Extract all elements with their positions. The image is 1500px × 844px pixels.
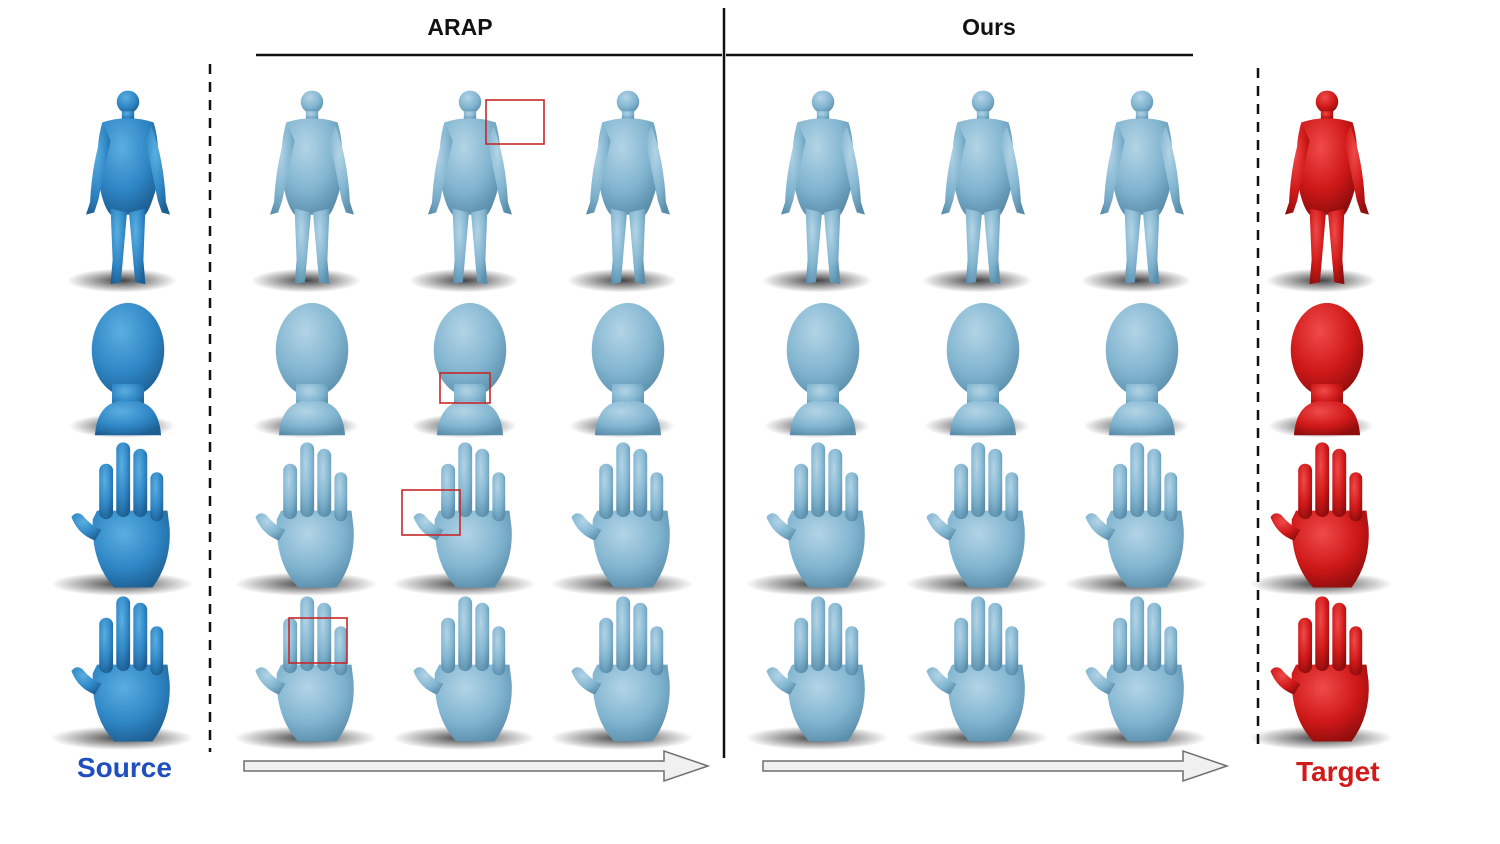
head-mesh-ours-1-icon [786,302,860,436]
hand-mesh-arap-3-icon [571,442,670,588]
hand-mesh-ours-3-icon [1085,596,1184,742]
head-mesh-ours-2-icon [946,302,1020,436]
head-mesh-arap-3-icon [591,302,665,436]
arap-header: ARAP [427,14,493,40]
head-mesh-target-icon [1290,302,1364,436]
hand-mesh-ours-2-icon [926,442,1025,588]
body-mesh-ours-2-icon [940,90,1026,285]
mesh-layer [50,90,1393,750]
mesh-shadow [567,268,677,293]
mesh-shadow [1266,268,1376,293]
hand-mesh-source-icon [71,442,170,588]
arap-progress-arrow [243,749,711,783]
mesh-shadow [1081,268,1191,293]
body-mesh-source-icon [85,90,171,285]
ours-header: Ours [962,14,1016,40]
hand-mesh-ours-2-icon [926,596,1025,742]
hand-mesh-ours-1-icon [766,596,865,742]
mesh-shadow [251,268,361,293]
mesh-shadow [922,268,1032,293]
hand-mesh-arap-2-icon [413,596,512,742]
hand-mesh-source-icon [71,596,170,742]
mesh-shadow [409,268,519,293]
head-mesh-ours-3-icon [1105,302,1179,436]
target-label: Target [1296,756,1380,787]
mesh-shadow [762,268,872,293]
hand-mesh-arap-2-icon [413,442,512,588]
head-mesh-arap-2-icon [433,302,507,436]
hand-mesh-target-icon [1270,596,1369,742]
source-label: Source [77,752,172,783]
body-mesh-ours-3-icon [1099,90,1185,285]
artifact-highlight-box [485,99,545,145]
hand-mesh-arap-1-icon [255,442,354,588]
hand-mesh-ours-1-icon [766,442,865,588]
head-mesh-arap-1-icon [275,302,349,436]
hand-mesh-target-icon [1270,442,1369,588]
artifact-highlight-box [439,372,491,404]
hand-mesh-arap-3-icon [571,596,670,742]
body-mesh-arap-3-icon [585,90,671,285]
artifact-highlight-box [401,489,461,536]
artifact-highlight-box [288,617,348,664]
ours-progress-arrow [762,749,1230,783]
mesh-shadow [67,268,177,293]
body-mesh-ours-1-icon [780,90,866,285]
head-mesh-source-icon [91,302,165,436]
body-mesh-arap-1-icon [269,90,355,285]
body-mesh-target-icon [1284,90,1370,285]
highlight-box-layer [288,99,545,664]
body-mesh-arap-2-icon [427,90,513,285]
hand-mesh-ours-3-icon [1085,442,1184,588]
